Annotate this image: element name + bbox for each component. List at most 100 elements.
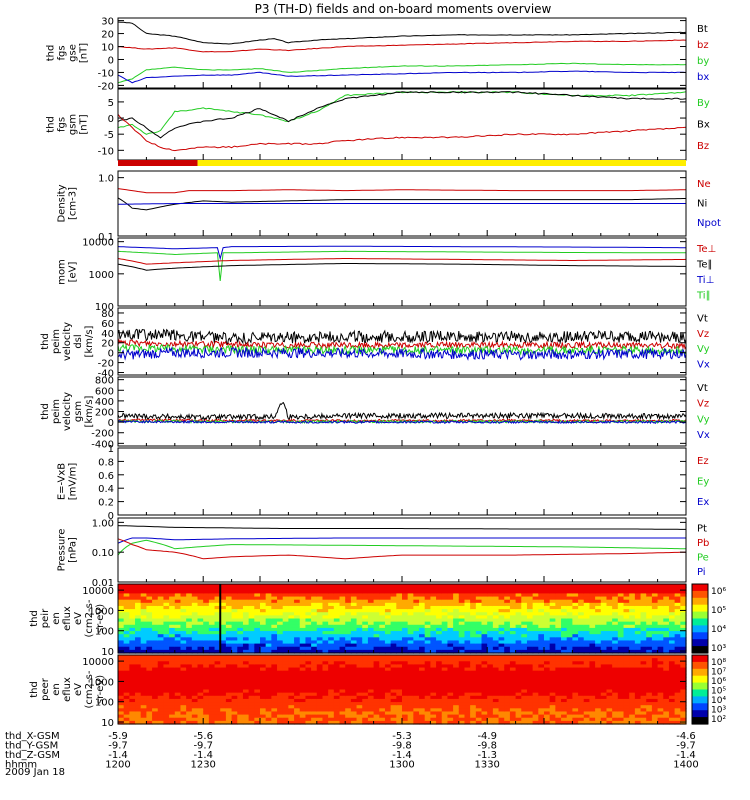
spectrogram-cell (458, 649, 466, 654)
spectrogram-cell (379, 664, 386, 669)
spectrogram-cell (180, 640, 187, 645)
spectrogram-cell (583, 720, 591, 725)
spectrogram-cell (231, 646, 238, 651)
spectrogram-cell (498, 643, 505, 648)
spectrogram-cell (453, 670, 460, 675)
spectrogram-cell (441, 664, 449, 669)
spectrogram-cell (350, 590, 358, 595)
spectrogram-cell (333, 698, 341, 703)
spectrogram-cell (356, 676, 363, 681)
spectrogram-cell (402, 708, 409, 713)
spectrogram-cell (521, 621, 528, 626)
spectrogram-cell (532, 680, 539, 684)
spectrogram-cell (657, 705, 664, 709)
spectrogram-cell (379, 695, 386, 700)
spectrogram-cell (532, 627, 539, 632)
spectrogram-cell (231, 602, 238, 607)
spectrogram-cell (186, 711, 193, 716)
spectrogram-cell (424, 673, 431, 678)
spectrogram-cell (384, 643, 392, 648)
spectrogram-cell (492, 646, 500, 651)
spectrogram-cell (214, 686, 221, 691)
spectrogram-cell (407, 627, 414, 632)
spectrogram-cell (441, 612, 449, 616)
spectrogram-cell (532, 720, 539, 725)
spectrogram-cell (589, 673, 596, 678)
spectrogram-cell (487, 670, 494, 675)
y-tick-label: 600 (95, 386, 114, 397)
spectrogram-cell (430, 631, 437, 635)
spectrogram-cell (566, 689, 573, 694)
spectrogram-cell (487, 705, 494, 709)
spectrogram-cell (237, 686, 244, 691)
spectrogram-cell (470, 587, 477, 591)
spectrogram-cell (186, 649, 193, 654)
spectrogram-cell (521, 664, 528, 669)
spectrogram-cell (242, 702, 250, 706)
spectrogram-cell (197, 631, 204, 635)
spectrogram-cell (646, 664, 653, 669)
spectrogram-cell (600, 609, 608, 613)
spectrogram-cell (561, 714, 568, 719)
spectrogram-cell (470, 655, 477, 659)
spectrogram-cell (515, 711, 522, 716)
spectrogram-cell (390, 612, 397, 616)
spectrogram-cell (277, 637, 284, 642)
ylabel-line: mom (57, 259, 68, 285)
spectrogram-cell (328, 658, 335, 662)
spectrogram-cell (282, 631, 289, 635)
spectrogram-cell (441, 624, 449, 629)
spectrogram-cell (526, 602, 534, 607)
spectrogram-cell (152, 673, 159, 678)
spectrogram-cell (657, 640, 664, 645)
spectrogram-cell (589, 593, 596, 598)
spectrogram-cell (504, 593, 511, 598)
spectrogram-cell (186, 584, 193, 588)
spectrogram-cell (237, 658, 244, 662)
spectrogram-cell (294, 584, 301, 588)
spectrogram-cell (680, 646, 687, 651)
spectrogram-cell (282, 590, 289, 595)
spectrogram-cell (555, 664, 562, 669)
spectrogram-cell (265, 705, 272, 709)
spectrogram-cell (651, 692, 659, 697)
spectrogram-cell (561, 689, 568, 694)
spectrogram-cell (464, 624, 471, 629)
spectrogram-cell (231, 680, 238, 684)
spectrogram-cell (322, 643, 329, 648)
spectrogram-cell (487, 676, 494, 681)
spectrogram-cell (566, 717, 573, 722)
spectrogram-cell (316, 587, 324, 591)
spectrogram-cell (237, 599, 244, 604)
spectrogram-cell (203, 692, 210, 697)
spectrogram-cell (583, 689, 591, 694)
legend-fgs-gsm-Bz: Bz (697, 141, 709, 152)
spectrogram-cell (367, 698, 375, 703)
spectrogram-cell (640, 631, 647, 635)
spectrogram-cell (617, 667, 625, 672)
spectrogram-cell (515, 714, 522, 719)
spectrogram-cell (157, 658, 165, 662)
spectrogram-cell (475, 717, 483, 722)
spectrogram-cell (555, 646, 562, 651)
spectrogram-cell (396, 714, 403, 719)
spectrogram-cell (288, 643, 295, 648)
spectrogram-cell (668, 599, 676, 604)
spectrogram-cell (379, 686, 386, 691)
spectrogram-cell (146, 670, 153, 675)
spectrogram-cell (254, 711, 261, 716)
spectrogram-cell (623, 624, 630, 629)
spectrogram-cell (617, 708, 625, 713)
spectrogram-cell (544, 621, 551, 626)
spectrogram-cell (362, 587, 369, 591)
spectrogram-cell (254, 593, 261, 598)
spectrogram-cell (152, 596, 159, 601)
spectrogram-cell (367, 686, 375, 691)
spectrogram-cell (538, 667, 545, 672)
spectrogram-cell (544, 658, 551, 662)
spectrogram-cell (186, 661, 193, 666)
spectrogram-cell (220, 708, 227, 713)
spectrogram-cell (231, 584, 238, 588)
spectrogram-cell (561, 692, 568, 697)
spectrogram-cell (674, 720, 681, 725)
